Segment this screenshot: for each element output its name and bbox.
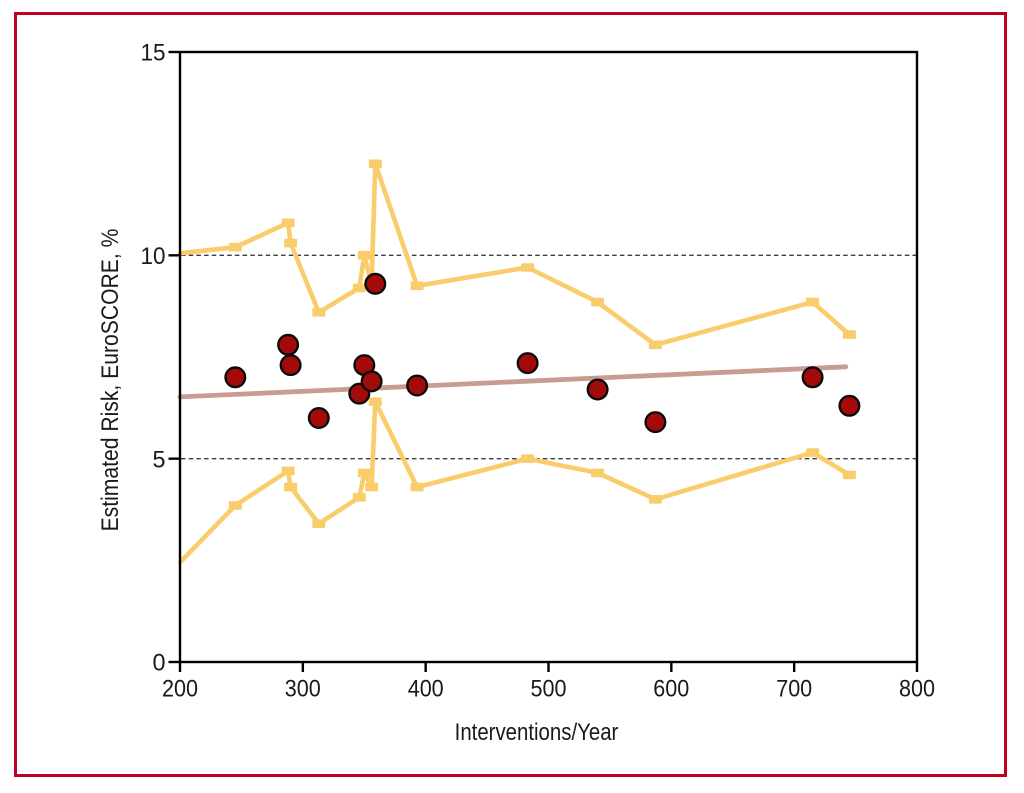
scatter-point [277, 333, 300, 356]
scatter-point [360, 370, 383, 393]
x-tick-label: 200 [162, 676, 198, 703]
upper-confidence-limit-marker [281, 218, 295, 228]
x-tick-label: 500 [531, 676, 567, 703]
scatter-point [586, 378, 609, 401]
upper-confidence-limit-marker [368, 159, 382, 169]
upper-confidence-limit-marker [312, 308, 326, 317]
trend-line [177, 364, 849, 400]
lower-confidence-limit-marker [284, 482, 298, 492]
scatter-point [307, 407, 330, 430]
scatter-point [279, 354, 302, 377]
lower-confidence-limit-marker [368, 397, 382, 406]
upper-confidence-limit-marker [352, 283, 366, 293]
lower-confidence-limit-marker [521, 454, 535, 463]
lower-confidence-limit-marker [806, 448, 820, 457]
upper-confidence-limit-marker [228, 242, 242, 252]
lower-confidence-limit-marker [591, 468, 605, 478]
upper-confidence-limit-marker [842, 330, 856, 339]
lower-confidence-limit-marker [365, 482, 379, 492]
upper-confidence-limit-marker [648, 340, 662, 350]
lower-confidence-limit-marker [648, 495, 662, 504]
scatter-point [364, 272, 387, 295]
upper-confidence-limit-marker [284, 238, 298, 248]
upper-confidence-limit-marker [357, 251, 371, 260]
plot-frame [178, 50, 919, 664]
x-tick-label: 600 [653, 676, 689, 703]
lower-confidence-limit-line [177, 399, 852, 565]
scatter-point [801, 366, 824, 389]
x-tick-label: 400 [408, 676, 444, 703]
lower-confidence-limit-marker [357, 468, 371, 478]
x-tick-label: 300 [285, 676, 321, 703]
lower-confidence-limit-marker [281, 466, 295, 476]
lower-confidence-limit-marker [228, 501, 242, 510]
scatter-point [838, 394, 861, 417]
upper-confidence-limit-marker [521, 263, 535, 272]
lower-confidence-limit-marker [312, 519, 326, 528]
figure-border [14, 12, 1007, 777]
x-axis-title: Interventions/Year [454, 719, 619, 746]
upper-confidence-limit-marker [806, 297, 820, 307]
lower-confidence-limit-marker [352, 493, 366, 502]
y-tick-label: 15 [141, 40, 166, 67]
scatter-point [224, 366, 247, 389]
x-tick-label: 700 [776, 676, 812, 703]
upper-confidence-limit-marker [591, 297, 605, 307]
upper-confidence-limit-line [177, 161, 852, 348]
lower-confidence-limit-marker [410, 482, 424, 492]
scatter-point [644, 411, 667, 434]
x-tick-label: 800 [899, 676, 935, 703]
scatter-point [516, 352, 539, 375]
y-axis-title: Estimated Risk, EuroSCORE, % [97, 228, 124, 532]
y-tick-label: 10 [141, 243, 166, 270]
lower-confidence-limit-marker [842, 470, 856, 480]
upper-confidence-limit-marker [410, 281, 424, 291]
scatter-point [406, 374, 429, 397]
y-tick-label: 5 [153, 446, 166, 473]
y-tick-label: 0 [153, 650, 166, 677]
